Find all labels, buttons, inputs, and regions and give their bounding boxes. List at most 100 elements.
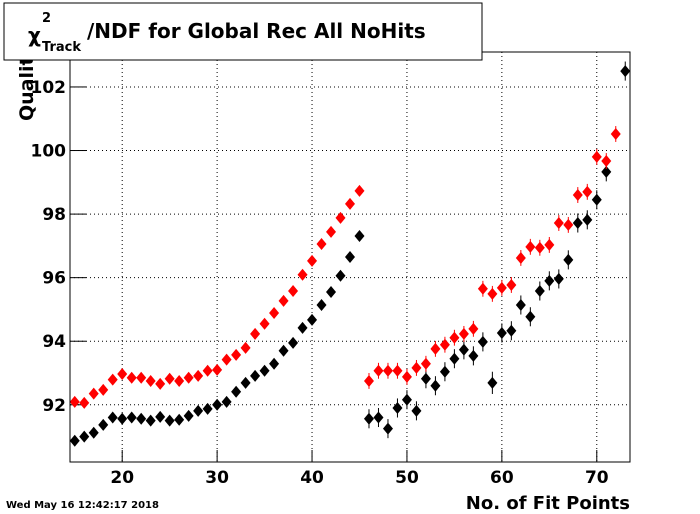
marker <box>401 370 412 383</box>
title-superscript: 2 <box>42 11 51 26</box>
marker <box>506 278 517 291</box>
marker <box>307 313 318 326</box>
marker <box>136 412 147 425</box>
marker <box>88 387 99 400</box>
marker <box>240 376 251 389</box>
marker <box>326 285 337 298</box>
marker <box>345 197 355 210</box>
marker <box>430 342 441 355</box>
title-box <box>3 2 483 61</box>
marker <box>477 335 488 348</box>
x-tick-label: 50 <box>395 468 419 488</box>
marker <box>174 413 185 426</box>
marker <box>221 353 232 366</box>
x-tick-label: 60 <box>490 468 514 488</box>
x-tick-label: 70 <box>585 468 609 488</box>
marker <box>231 385 242 398</box>
x-tick-label: 40 <box>300 468 324 488</box>
marker <box>601 165 612 178</box>
marker <box>620 65 631 78</box>
marker <box>69 434 80 447</box>
marker <box>392 401 403 414</box>
marker <box>363 412 374 425</box>
marker <box>278 344 289 357</box>
marker <box>288 336 299 349</box>
marker <box>582 185 593 198</box>
marker <box>212 363 223 376</box>
marker <box>525 310 536 323</box>
marker <box>420 357 431 370</box>
marker <box>98 383 109 396</box>
marker <box>439 338 450 351</box>
marker <box>117 412 128 425</box>
y-tick-label: 92 <box>42 396 66 416</box>
y-tick-label: 96 <box>42 269 66 289</box>
marker <box>269 306 280 319</box>
marker <box>392 364 403 377</box>
marker <box>164 414 175 427</box>
y-tick-label: 102 <box>31 78 67 98</box>
marker <box>155 377 166 390</box>
marker <box>288 285 299 298</box>
marker <box>363 374 374 387</box>
marker <box>449 331 460 344</box>
marker <box>458 343 469 356</box>
marker <box>411 361 422 374</box>
marker <box>202 364 213 377</box>
marker <box>563 253 574 266</box>
marker <box>487 376 498 389</box>
timestamp: Wed May 16 12:42:17 2018 <box>6 500 159 511</box>
marker <box>601 155 612 168</box>
marker <box>126 411 137 424</box>
marker <box>69 395 80 408</box>
marker <box>553 216 564 229</box>
chart-title: /NDF for Global Rec All NoHits <box>87 19 426 43</box>
marker <box>468 322 479 335</box>
marker <box>107 373 118 386</box>
marker <box>316 298 327 311</box>
marker <box>231 348 242 361</box>
marker <box>373 411 384 424</box>
marker <box>164 372 175 385</box>
marker <box>477 282 488 295</box>
marker <box>582 213 593 226</box>
marker <box>354 184 365 197</box>
y-tick-label: 100 <box>31 142 67 162</box>
marker <box>212 398 223 411</box>
marker <box>610 128 621 140</box>
marker <box>250 327 261 340</box>
marker <box>345 251 355 263</box>
marker <box>155 410 166 423</box>
marker <box>496 281 507 294</box>
marker <box>354 230 365 243</box>
marker <box>411 404 422 417</box>
marker <box>468 349 479 362</box>
marker <box>278 294 289 307</box>
marker <box>335 211 346 224</box>
marker <box>373 364 384 377</box>
marker <box>553 272 564 285</box>
marker <box>401 393 412 406</box>
marker <box>544 274 555 287</box>
marker <box>297 268 308 281</box>
marker <box>79 396 90 409</box>
marker <box>193 404 204 417</box>
marker <box>544 238 555 251</box>
marker <box>88 426 99 439</box>
marker <box>250 369 261 382</box>
marker <box>420 372 431 385</box>
marker <box>496 326 507 339</box>
marker <box>591 193 602 206</box>
marker <box>79 430 90 443</box>
marker <box>107 411 118 424</box>
marker <box>572 216 583 229</box>
marker <box>145 374 156 387</box>
marker <box>297 321 308 334</box>
y-axis-label: Quality <box>16 43 38 121</box>
marker <box>326 225 337 238</box>
marker <box>534 285 545 298</box>
title-symbol: χ <box>28 23 41 47</box>
marker <box>117 367 128 380</box>
marker <box>98 418 109 431</box>
